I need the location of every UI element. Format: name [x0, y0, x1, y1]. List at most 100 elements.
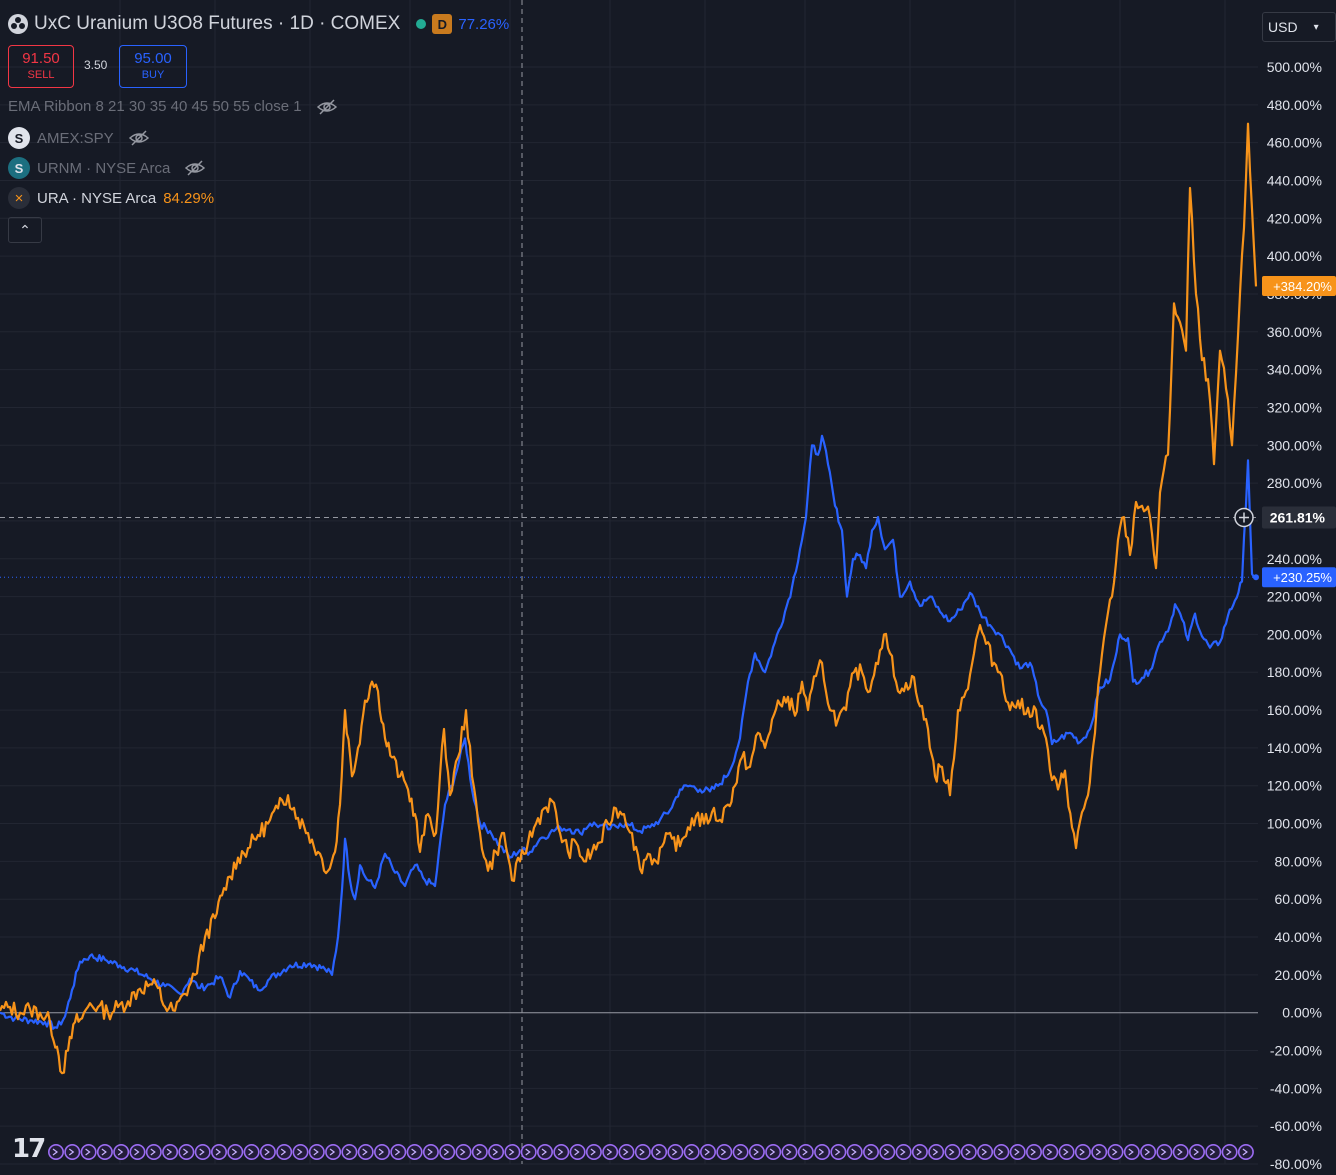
- event-marker: [683, 1144, 700, 1161]
- tradingview-logo: 17: [12, 1134, 46, 1164]
- ema-ribbon-label: EMA Ribbon 8 21 30 35 40 45 50 55 close …: [8, 98, 302, 115]
- event-marker-glyph: [590, 1148, 596, 1156]
- event-marker-glyph: [280, 1148, 287, 1156]
- sell-button[interactable]: 91.50 SELL: [8, 45, 74, 88]
- eye-hidden-icon[interactable]: [128, 130, 149, 146]
- crosshair-value-badge: [1262, 506, 1336, 529]
- legend-ema-ribbon[interactable]: EMA Ribbon 8 21 30 35 40 45 50 55 close …: [8, 98, 337, 115]
- event-marker: [406, 1144, 423, 1161]
- event-marker: [1026, 1144, 1043, 1161]
- event-marker: [602, 1144, 619, 1161]
- event-marker: [667, 1144, 684, 1161]
- event-marker-glyph: [264, 1148, 270, 1156]
- event-marker-glyph: [427, 1148, 433, 1156]
- event-marker-glyph: [802, 1148, 808, 1156]
- event-marker-glyph: [1046, 1148, 1053, 1156]
- crosshair-value-text: 261.81%: [1270, 510, 1326, 526]
- eye-hidden-icon[interactable]: [185, 160, 206, 176]
- event-marker: [1172, 1144, 1189, 1161]
- symbol-logo-icon: [8, 14, 28, 34]
- buy-button[interactable]: 95.00 BUY: [119, 45, 187, 88]
- event-marker-glyph: [786, 1148, 792, 1156]
- event-marker: [145, 1144, 162, 1161]
- event-marker: [325, 1144, 342, 1161]
- event-marker: [895, 1144, 912, 1161]
- event-marker: [113, 1144, 130, 1161]
- event-marker: [1107, 1144, 1124, 1161]
- y-tick-label: 420.00%: [1267, 210, 1322, 226]
- event-marker: [64, 1144, 81, 1161]
- ura-value: 84.29%: [163, 189, 215, 207]
- event-marker: [1189, 1144, 1206, 1161]
- y-tick-label: 460.00%: [1267, 135, 1322, 151]
- sell-price: 91.50: [22, 49, 60, 67]
- y-tick-label: 300.00%: [1267, 437, 1322, 453]
- event-marker-glyph: [737, 1148, 743, 1156]
- event-marker: [765, 1144, 782, 1161]
- event-marker-glyph: [215, 1148, 221, 1156]
- legend-spy[interactable]: S AMEX:SPY: [8, 127, 149, 149]
- symbol-header[interactable]: UxC Uranium U3O8 Futures · 1D · COMEX D …: [8, 13, 509, 35]
- event-marker: [536, 1144, 553, 1161]
- event-marker-glyph: [720, 1148, 727, 1156]
- event-marker: [569, 1144, 586, 1161]
- event-marker: [455, 1144, 472, 1161]
- legend-ura[interactable]: × URA · NYSE Arca 84.29%: [8, 187, 214, 209]
- event-marker-glyph: [655, 1148, 662, 1156]
- y-tick-label: 240.00%: [1267, 551, 1322, 567]
- event-marker-glyph: [981, 1148, 988, 1156]
- event-marker-glyph: [346, 1148, 352, 1156]
- event-marker: [1156, 1144, 1173, 1161]
- y-tick-label: 0.00%: [1282, 1005, 1322, 1021]
- legend-urnm[interactable]: S URNM · NYSE Arca: [8, 157, 206, 179]
- event-marker-glyph: [68, 1148, 75, 1156]
- event-marker-glyph: [867, 1148, 873, 1156]
- series-line-blue: [0, 434, 1257, 1030]
- eye-hidden-icon[interactable]: [316, 98, 337, 115]
- event-marker: [504, 1144, 521, 1161]
- event-marker-glyph: [704, 1148, 710, 1156]
- ura-logo-icon: ×: [8, 187, 30, 209]
- market-open-dot-icon: [416, 19, 427, 29]
- y-tick-label: 60.00%: [1275, 891, 1322, 907]
- event-marker-glyph: [297, 1148, 303, 1156]
- event-marker-glyph: [183, 1148, 189, 1156]
- event-marker: [80, 1144, 97, 1161]
- event-marker-glyph: [199, 1148, 205, 1156]
- add-alert-plus-icon: [1234, 507, 1254, 528]
- event-marker: [960, 1144, 977, 1161]
- last-value-labels: +384.20% +230.25% 261.81%: [0, 276, 1336, 588]
- event-marker: [1205, 1144, 1222, 1161]
- y-tick-label: 140.00%: [1267, 740, 1322, 756]
- y-tick-label: 320.00%: [1267, 399, 1322, 415]
- event-marker-glyph: [378, 1148, 384, 1156]
- event-marker-glyph: [1014, 1148, 1020, 1156]
- event-marker: [748, 1144, 765, 1161]
- event-marker-glyph: [150, 1148, 156, 1156]
- collapse-legend-button[interactable]: ⌃: [8, 217, 42, 243]
- ura-label: URA · NYSE Arca: [37, 189, 157, 207]
- last-value-badge-orange: [1262, 276, 1336, 297]
- event-marker-glyph: [639, 1148, 645, 1156]
- event-marker: [1237, 1144, 1254, 1161]
- event-marker-glyph: [1193, 1148, 1199, 1156]
- y-tick-label: 120.00%: [1267, 778, 1322, 794]
- event-marker-glyph: [443, 1148, 450, 1156]
- last-value-text-orange: +384.20%: [1273, 279, 1332, 294]
- spread-value: 3.50: [84, 58, 108, 72]
- event-marker: [585, 1144, 602, 1161]
- chevron-up-icon: ⌃: [19, 221, 31, 238]
- event-marker: [259, 1144, 276, 1161]
- y-tick-label: -20.00%: [1270, 1043, 1322, 1059]
- currency-select[interactable]: USD ▾: [1262, 12, 1336, 42]
- symbol-title[interactable]: UxC Uranium U3O8 Futures · 1D · COMEX: [34, 13, 401, 34]
- event-marker: [797, 1144, 814, 1161]
- crosshair: [0, 0, 1258, 1164]
- event-marker: [1009, 1144, 1026, 1161]
- event-marker: [634, 1144, 651, 1161]
- event-marker: [862, 1144, 879, 1161]
- y-tick-label: 220.00%: [1267, 589, 1322, 605]
- event-marker-glyph: [166, 1148, 173, 1156]
- event-marker-glyph: [1161, 1148, 1167, 1156]
